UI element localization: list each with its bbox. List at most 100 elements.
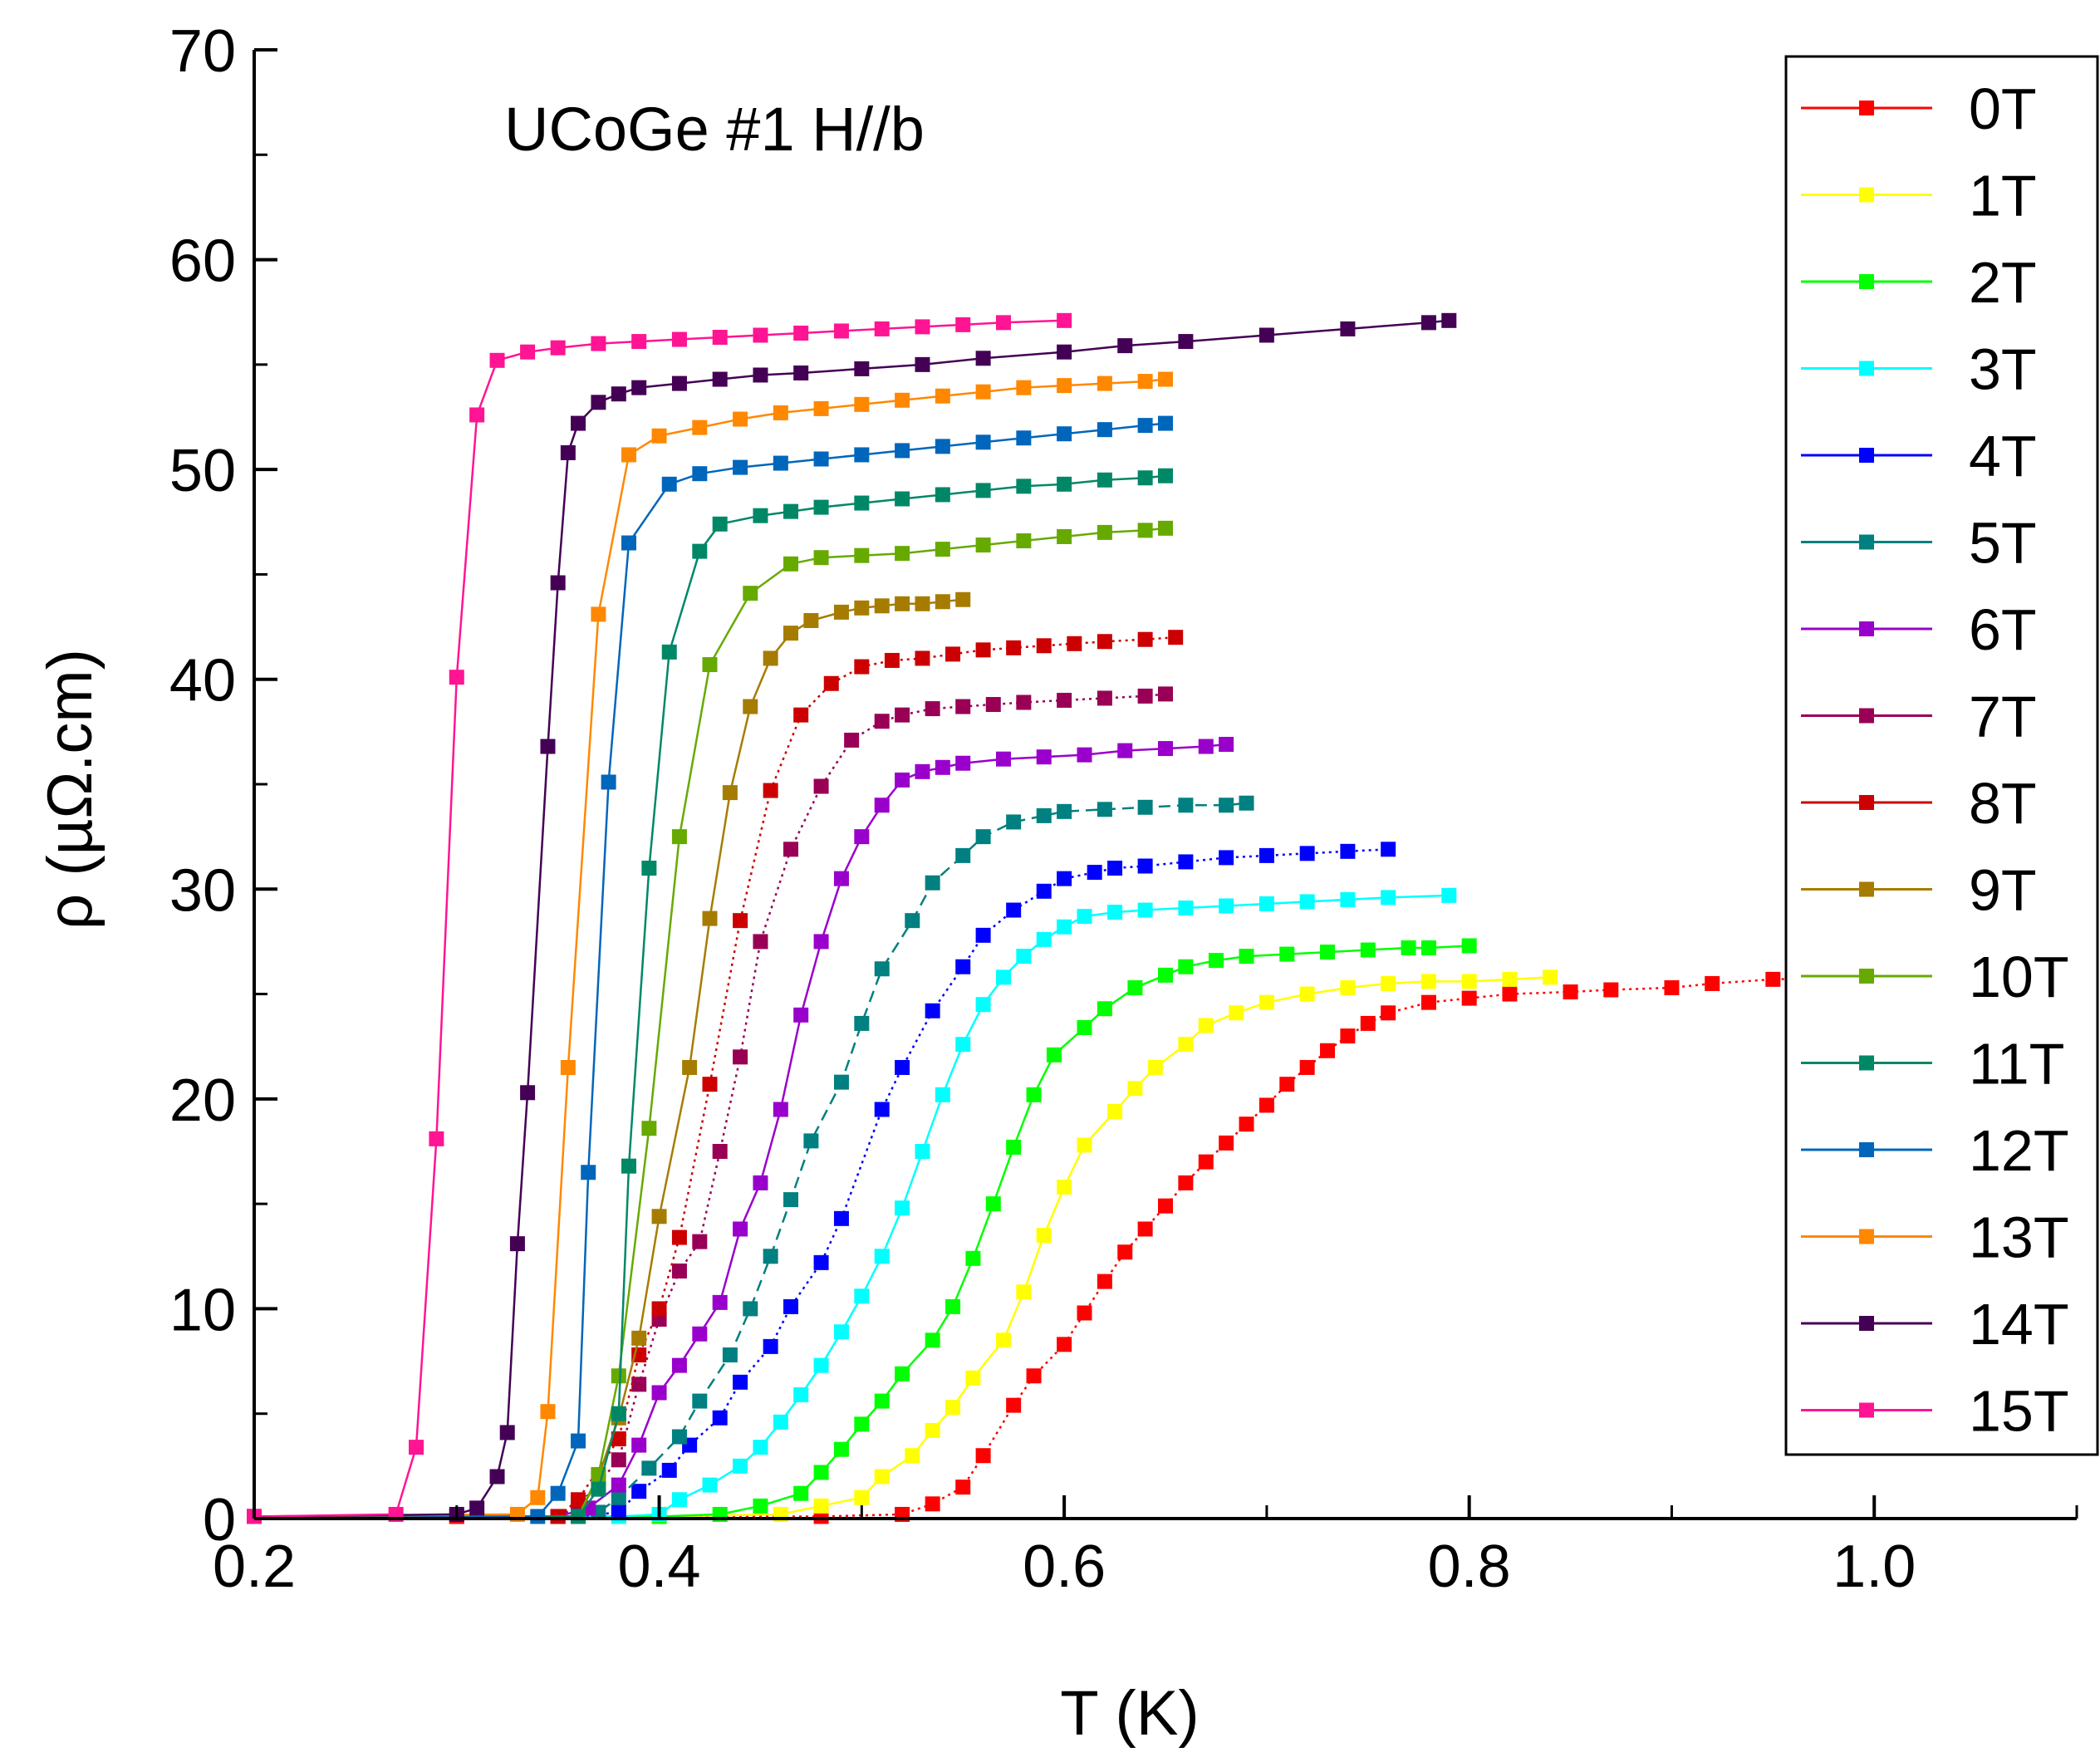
data-point (469, 1500, 485, 1516)
data-point (955, 755, 971, 771)
legend-item-8T: 8T (1801, 771, 2037, 836)
data-point (763, 783, 778, 798)
data-point (1219, 737, 1234, 753)
data-point (1046, 1047, 1062, 1063)
data-point (955, 317, 971, 332)
data-point (489, 352, 505, 368)
data-point (661, 476, 677, 492)
data-point (1016, 479, 1032, 494)
data-point (1340, 1028, 1356, 1044)
data-point (1279, 1077, 1295, 1092)
data-point (1320, 1043, 1336, 1058)
y-tick-label: 50 (169, 438, 236, 504)
data-point (1219, 850, 1234, 866)
data-point (1208, 953, 1224, 969)
data-point (429, 1131, 444, 1146)
data-point (833, 323, 849, 339)
legend-swatch-marker (1859, 274, 1874, 289)
data-point (1117, 338, 1133, 354)
data-point (631, 1330, 647, 1346)
data-point (1077, 747, 1092, 763)
legend-swatch-marker (1859, 1055, 1874, 1071)
data-point (550, 1485, 566, 1501)
data-point (581, 1165, 596, 1180)
data-point (591, 1481, 606, 1497)
data-point (571, 415, 586, 431)
data-point (1502, 986, 1518, 1002)
axes-layer: 0.2 0.4 0.6 0.8 1.0 0 10 20 30 40 50 60 70 (169, 18, 2078, 1600)
data-point (854, 396, 870, 412)
data-point (499, 1425, 515, 1440)
legend-swatch-marker (1859, 448, 1874, 463)
series-11T (247, 468, 1173, 1524)
data-point (854, 447, 870, 463)
data-point (813, 451, 829, 467)
data-point (733, 459, 748, 475)
data-point (895, 1366, 910, 1382)
data-point (975, 434, 991, 450)
data-point (1178, 334, 1194, 350)
data-point (1360, 1015, 1376, 1031)
data-point (1026, 1368, 1042, 1384)
data-point (955, 847, 971, 863)
data-point (1381, 975, 1396, 991)
data-point (935, 388, 950, 404)
data-point (915, 596, 930, 611)
data-point (1420, 974, 1436, 989)
data-point (975, 642, 991, 658)
data-point (1178, 798, 1194, 813)
data-point (1117, 743, 1133, 758)
data-point (793, 1007, 809, 1023)
legend-label: 10T (1969, 945, 2069, 1009)
data-point (1137, 374, 1153, 390)
data-point (773, 405, 788, 420)
data-point (1259, 847, 1274, 863)
data-point (712, 1144, 728, 1159)
data-point (1219, 1135, 1234, 1151)
legend-label: 4T (1969, 424, 2037, 488)
y-axis-title: ρ (µΩ.cm) (35, 649, 105, 930)
data-point (631, 1377, 647, 1392)
data-point (671, 1429, 687, 1445)
data-point (611, 386, 626, 402)
data-point (1219, 798, 1234, 813)
data-point (1340, 843, 1356, 859)
data-point (520, 1085, 536, 1101)
data-point (895, 443, 910, 459)
data-point (671, 829, 687, 845)
data-point (1259, 1097, 1274, 1113)
data-point (1178, 1037, 1194, 1053)
data-point (975, 829, 991, 845)
data-point (1259, 994, 1274, 1010)
data-point (895, 392, 910, 408)
data-point (945, 1298, 961, 1314)
data-point (591, 336, 606, 351)
data-point (571, 1509, 586, 1524)
x-tick-label: 1.0 (1833, 1534, 1916, 1600)
x-tick-label: 0.6 (1023, 1534, 1106, 1600)
legend-swatch-marker (1859, 1229, 1874, 1244)
data-point (783, 1192, 799, 1208)
data-point (975, 384, 991, 400)
legend-item-15T: 15T (1801, 1379, 2069, 1444)
data-point (1057, 312, 1072, 328)
data-point (1057, 1337, 1072, 1352)
data-point (935, 759, 950, 775)
data-point (702, 1477, 718, 1493)
data-point (985, 1196, 1001, 1212)
data-point (611, 1504, 626, 1520)
data-point (1543, 969, 1558, 985)
legend-item-3T: 3T (1801, 337, 2037, 402)
data-point (975, 997, 991, 1013)
data-point (833, 604, 849, 620)
data-point (671, 1263, 687, 1278)
series-12T (247, 415, 1173, 1524)
data-point (925, 1496, 940, 1512)
data-point (702, 657, 718, 673)
series-line (254, 636, 1176, 1518)
data-point (1137, 523, 1153, 538)
data-point (1420, 940, 1436, 956)
legend-label: 2T (1969, 250, 2037, 315)
data-point (955, 1480, 971, 1495)
